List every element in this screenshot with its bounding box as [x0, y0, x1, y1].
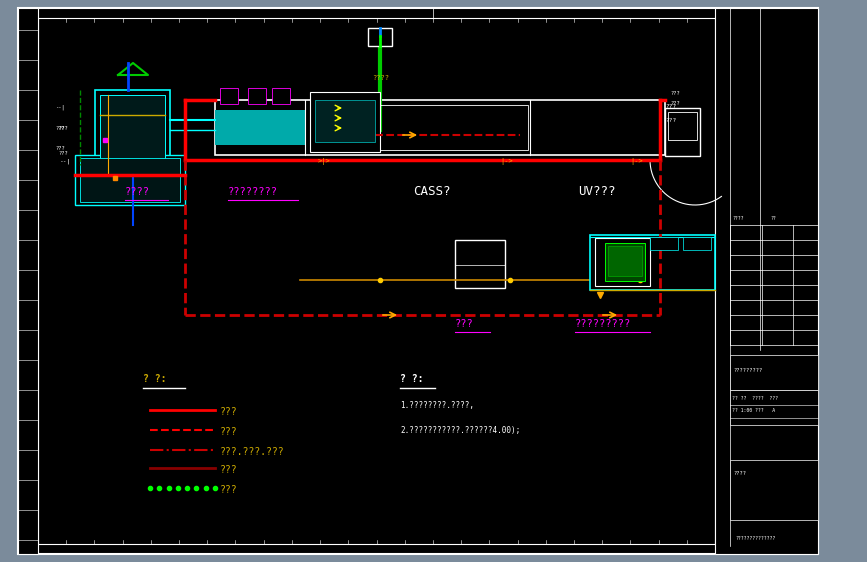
Text: ????????: ???????? [228, 187, 278, 197]
Bar [38, 18, 715, 544]
Text: ? ?:: ? ?: [400, 374, 423, 384]
Text: ???: ??? [220, 407, 238, 417]
Bar [715, 8, 818, 554]
Bar [310, 92, 380, 152]
Bar [608, 246, 642, 276]
Text: CASS?: CASS? [413, 185, 451, 198]
Text: |->: |-> [500, 158, 512, 165]
Bar [315, 100, 375, 142]
Text: ????: ???? [733, 471, 746, 476]
Text: ???: ??? [455, 319, 473, 329]
Bar [683, 237, 711, 250]
Bar [368, 28, 392, 46]
Text: ?????????: ????????? [733, 368, 762, 373]
Bar [95, 90, 170, 180]
Text: 1.????????.????,: 1.????????.????, [400, 401, 474, 410]
Bar [310, 105, 528, 150]
Bar [18, 8, 38, 554]
Bar [605, 243, 645, 281]
Text: ???: ??? [58, 151, 68, 156]
Bar [595, 238, 650, 286]
Bar [215, 100, 665, 155]
Text: ???: ??? [220, 465, 238, 475]
Text: >|>: >|> [318, 158, 330, 165]
Text: ???: ??? [665, 118, 676, 123]
Text: ???: ??? [220, 427, 238, 437]
Bar [730, 460, 818, 520]
Text: ? ?:: ? ?: [143, 374, 166, 384]
Text: ???: ??? [55, 126, 65, 131]
Bar [80, 158, 180, 202]
Bar [455, 240, 505, 288]
Text: ?????????: ????????? [575, 319, 631, 329]
Bar [665, 108, 700, 156]
Text: ???: ??? [665, 104, 676, 109]
Text: ?? 1:00 ???   A: ?? 1:00 ??? A [732, 408, 775, 413]
Bar [75, 155, 185, 205]
Text: ???: ??? [58, 126, 68, 131]
Bar [730, 390, 818, 425]
Text: ???: ??? [670, 91, 680, 96]
Text: ????: ???? [732, 216, 744, 221]
Text: UV???: UV??? [578, 185, 616, 198]
Text: --|: --| [55, 104, 65, 110]
Bar [730, 355, 818, 390]
Text: ????: ???? [372, 75, 389, 81]
Text: ??????????????: ?????????????? [735, 536, 775, 541]
Text: ???.???.???: ???.???.??? [220, 447, 284, 457]
Text: ?? ??  ????  ???: ?? ?? ???? ??? [732, 396, 778, 401]
Bar [248, 88, 266, 104]
Polygon shape [118, 63, 148, 75]
Text: |->: |-> [630, 158, 642, 165]
Text: 2.???????????.??????4.00);: 2.???????????.??????4.00); [400, 426, 520, 435]
Bar [272, 88, 290, 104]
Text: ???: ??? [220, 485, 238, 495]
Bar [590, 235, 715, 290]
Text: ???: ??? [55, 146, 65, 151]
Text: ??: ?? [770, 216, 776, 221]
Bar [100, 95, 165, 170]
Text: --|: --| [60, 158, 71, 164]
Bar [220, 88, 238, 104]
Text: ???: ??? [670, 101, 680, 106]
Text: ????: ???? [125, 187, 150, 197]
Bar [650, 237, 678, 250]
Bar [668, 112, 697, 140]
Bar [215, 110, 305, 145]
